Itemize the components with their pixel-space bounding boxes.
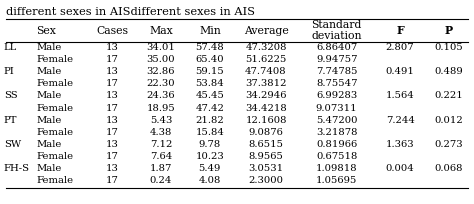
Text: 53.84: 53.84: [195, 79, 224, 88]
Text: Female: Female: [36, 176, 73, 185]
Text: 9.07311: 9.07311: [316, 104, 357, 113]
Text: 2.3000: 2.3000: [248, 176, 283, 185]
Text: 0.24: 0.24: [150, 176, 172, 185]
Text: 0.068: 0.068: [435, 164, 463, 173]
Text: 24.36: 24.36: [146, 91, 175, 100]
Text: 2.807: 2.807: [386, 43, 414, 52]
Text: 45.45: 45.45: [195, 91, 224, 100]
Text: 17: 17: [106, 128, 118, 137]
Text: Female: Female: [36, 104, 73, 113]
Text: Male: Male: [36, 164, 62, 173]
Text: 34.01: 34.01: [146, 43, 175, 52]
Text: 0.81966: 0.81966: [316, 140, 357, 149]
Text: 9.0876: 9.0876: [248, 128, 283, 137]
Text: 17: 17: [106, 176, 118, 185]
Text: Male: Male: [36, 43, 62, 52]
Text: 57.48: 57.48: [195, 43, 224, 52]
Text: Min: Min: [199, 26, 221, 35]
Text: 3.0531: 3.0531: [248, 164, 283, 173]
Text: 0.489: 0.489: [435, 67, 464, 76]
Text: 6.99283: 6.99283: [316, 91, 357, 100]
Text: 0.491: 0.491: [386, 67, 415, 76]
Text: 17: 17: [106, 55, 118, 64]
Text: Sex: Sex: [36, 26, 56, 35]
Text: Female: Female: [36, 128, 73, 137]
Text: 17: 17: [106, 152, 118, 161]
Text: P: P: [445, 25, 453, 36]
Text: PI: PI: [4, 67, 15, 76]
Text: 32.86: 32.86: [146, 67, 175, 76]
Text: 1.564: 1.564: [386, 91, 414, 100]
Text: 0.67518: 0.67518: [316, 152, 357, 161]
Text: Male: Male: [36, 91, 62, 100]
Text: Standard
deviation: Standard deviation: [311, 20, 362, 41]
Text: 17: 17: [106, 79, 118, 88]
Text: 9.78: 9.78: [199, 140, 221, 149]
Text: 21.82: 21.82: [195, 116, 224, 125]
Text: 13: 13: [106, 164, 118, 173]
Text: 7.12: 7.12: [150, 140, 172, 149]
Text: F: F: [396, 25, 404, 36]
Text: 4.08: 4.08: [199, 176, 221, 185]
Text: 13: 13: [106, 91, 118, 100]
Text: 3.21878: 3.21878: [316, 128, 357, 137]
Text: 1.09818: 1.09818: [316, 164, 357, 173]
Text: 5.49: 5.49: [199, 164, 221, 173]
Text: different sexes in AISdifferent sexes in AIS: different sexes in AISdifferent sexes in…: [6, 7, 255, 17]
Text: 0.221: 0.221: [435, 91, 464, 100]
Text: PT: PT: [4, 116, 17, 125]
Text: 15.84: 15.84: [195, 128, 224, 137]
Text: 8.9565: 8.9565: [248, 152, 283, 161]
Text: 1.363: 1.363: [386, 140, 414, 149]
Text: 13: 13: [106, 116, 118, 125]
Text: 13: 13: [106, 140, 118, 149]
Text: Female: Female: [36, 152, 73, 161]
Text: Female: Female: [36, 79, 73, 88]
Text: Cases: Cases: [96, 26, 128, 35]
Text: 65.40: 65.40: [195, 55, 224, 64]
Text: 0.273: 0.273: [435, 140, 464, 149]
Text: 13: 13: [106, 43, 118, 52]
Text: 17: 17: [106, 104, 118, 113]
Text: 35.00: 35.00: [146, 55, 175, 64]
Text: 5.43: 5.43: [150, 116, 172, 125]
Text: 0.012: 0.012: [435, 116, 464, 125]
Text: 0.105: 0.105: [435, 43, 464, 52]
Text: Female: Female: [36, 55, 73, 64]
Text: 5.47200: 5.47200: [316, 116, 357, 125]
Text: Male: Male: [36, 116, 62, 125]
Text: 8.6515: 8.6515: [248, 140, 283, 149]
Text: 47.7408: 47.7408: [245, 67, 287, 76]
Text: 7.244: 7.244: [386, 116, 415, 125]
Text: 7.74785: 7.74785: [316, 67, 357, 76]
Text: 7.64: 7.64: [150, 152, 172, 161]
Text: 51.6225: 51.6225: [246, 55, 287, 64]
Text: 1.05695: 1.05695: [316, 176, 357, 185]
Text: 34.2946: 34.2946: [245, 91, 287, 100]
Text: 22.30: 22.30: [146, 79, 175, 88]
Text: 8.75547: 8.75547: [316, 79, 357, 88]
Text: SW: SW: [4, 140, 21, 149]
Text: 13: 13: [106, 67, 118, 76]
Text: 47.3208: 47.3208: [245, 43, 287, 52]
Text: 1.87: 1.87: [150, 164, 172, 173]
Text: 47.42: 47.42: [195, 104, 224, 113]
Text: 12.1608: 12.1608: [245, 116, 287, 125]
Text: LL: LL: [4, 43, 17, 52]
Text: Max: Max: [149, 26, 173, 35]
Text: 18.95: 18.95: [146, 104, 175, 113]
Text: 6.86407: 6.86407: [316, 43, 357, 52]
Text: SS: SS: [4, 91, 18, 100]
Text: 9.94757: 9.94757: [316, 55, 357, 64]
Text: Male: Male: [36, 67, 62, 76]
Text: 34.4218: 34.4218: [245, 104, 287, 113]
Text: FH-S: FH-S: [4, 164, 30, 173]
Text: 4.38: 4.38: [150, 128, 172, 137]
Text: 59.15: 59.15: [195, 67, 224, 76]
Text: 37.3812: 37.3812: [245, 79, 287, 88]
Text: Average: Average: [244, 26, 288, 35]
Text: Male: Male: [36, 140, 62, 149]
Text: 0.004: 0.004: [386, 164, 414, 173]
Text: 10.23: 10.23: [195, 152, 224, 161]
